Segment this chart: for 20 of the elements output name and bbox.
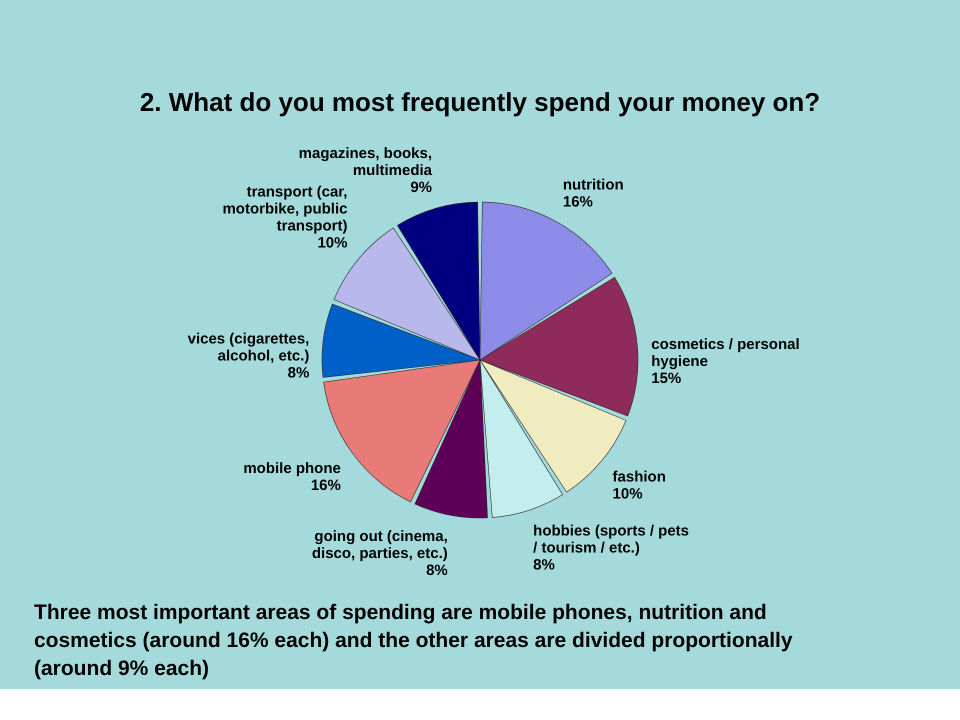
slice-label: going out (cinema, disco, parties, etc.) xyxy=(312,528,448,562)
data-label: 10% xyxy=(612,486,643,503)
text: Three most important areas of spending are mobile phones, nutrition and cosmetics (around 16% each) and the other areas are divided proportionally (around 9% each) xyxy=(34,601,793,680)
slice-label: fashion xyxy=(612,468,666,486)
data-label: 9% xyxy=(410,178,432,196)
data-label: 10% xyxy=(317,234,348,252)
slice-label: transport (car, motorbike, public transport) xyxy=(222,183,348,234)
slice-label: magazines, books, multimedia xyxy=(298,144,433,179)
chart-title: 2. What do you most frequently spend your money on? xyxy=(140,87,820,117)
data-label: 15% xyxy=(651,370,682,387)
slice-label: vices (cigarettes, alcohol, etc.) xyxy=(188,330,310,364)
slice-label: hobbies (sports / pets / tourism / etc.) xyxy=(533,522,690,557)
slice-label: nutrition xyxy=(562,176,624,194)
data-label: 16% xyxy=(562,193,593,210)
data-label: 8% xyxy=(288,364,310,382)
slice-label: cosmetics / personal hygiene xyxy=(651,336,800,370)
data-label: 8% xyxy=(533,556,555,574)
slice-label: mobile phone xyxy=(243,460,341,478)
data-label: 8% xyxy=(426,562,448,579)
data-label: 16% xyxy=(310,477,341,494)
